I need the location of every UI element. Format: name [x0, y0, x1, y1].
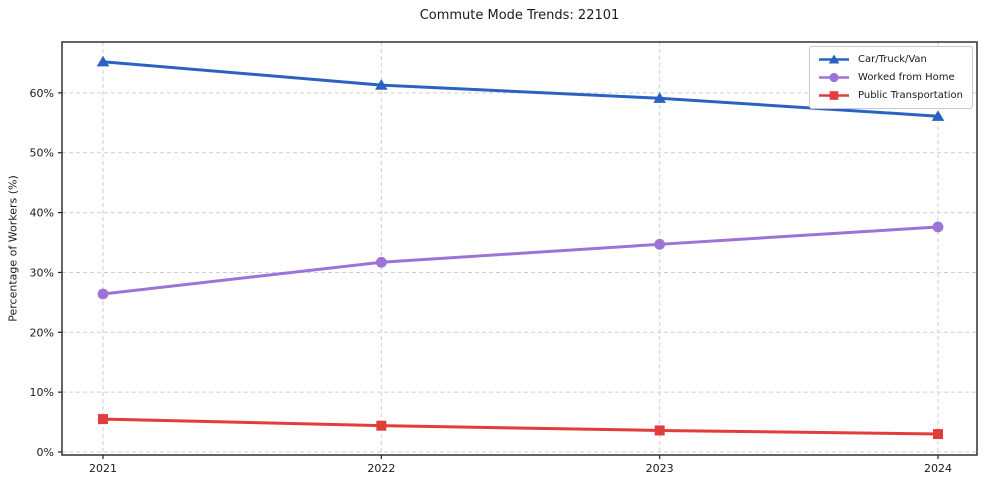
legend-label: Car/Truck/Van: [858, 54, 927, 65]
legend-marker-circle-icon: [819, 72, 850, 83]
svg-text:2021: 2021: [89, 462, 117, 475]
svg-text:20%: 20%: [30, 326, 54, 339]
svg-text:40%: 40%: [30, 207, 54, 220]
chart-title: Commute Mode Trends: 22101: [419, 8, 620, 23]
svg-text:0%: 0%: [37, 446, 54, 459]
legend-label: Worked from Home: [858, 72, 955, 83]
legend-item: Car/Truck/Van: [817, 53, 963, 66]
legend-marker-triangle-icon: [819, 54, 850, 64]
svg-text:2024: 2024: [924, 462, 952, 475]
legend-label: Public Transportation: [858, 90, 963, 101]
svg-text:10%: 10%: [30, 386, 54, 399]
legend-item: Public Transportation: [817, 89, 963, 102]
legend-item: Worked from Home: [817, 71, 963, 84]
chart-legend: Car/Truck/Van Worked from Home Public Tr…: [809, 46, 973, 109]
svg-text:50%: 50%: [30, 147, 54, 160]
legend-marker-square-icon: [819, 91, 850, 100]
svg-text:60%: 60%: [30, 87, 54, 100]
svg-text:2022: 2022: [367, 462, 395, 475]
svg-text:2023: 2023: [646, 462, 674, 475]
svg-text:30%: 30%: [30, 266, 54, 279]
